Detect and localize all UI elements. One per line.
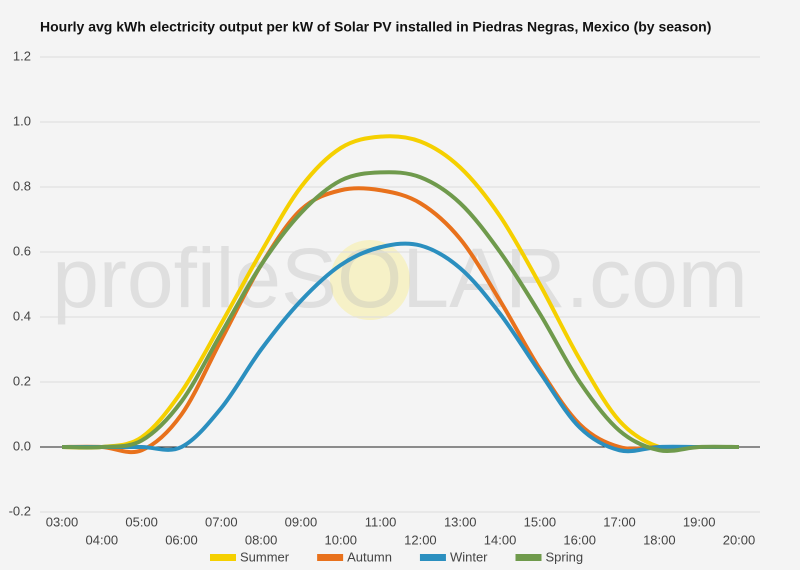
y-tick-label: -0.2 (9, 503, 31, 518)
x-tick-label: 05:00 (125, 514, 158, 529)
series-line (61, 170, 740, 453)
legend-label: Winter (450, 549, 488, 564)
series-line (61, 134, 739, 451)
x-tick-label: 09:00 (285, 514, 318, 529)
legend-swatch (419, 554, 446, 561)
legend-swatch (317, 554, 344, 561)
y-tick-label: 1.0 (13, 113, 31, 128)
legend-swatch (210, 554, 236, 561)
y-tick-label: 0.2 (13, 373, 31, 388)
x-tick-label: 15:00 (524, 514, 557, 529)
x-tick-label: 14:00 (484, 532, 517, 547)
legend-label: Spring (546, 549, 584, 564)
x-tick-label: 19:00 (683, 514, 716, 529)
y-tick-label: 0.8 (13, 178, 31, 193)
series-line (62, 241, 739, 454)
x-tick-label: 11:00 (365, 514, 397, 529)
y-tick-label: 0.0 (13, 438, 31, 453)
x-tick-label: 04:00 (86, 532, 119, 547)
x-tick-label: 18:00 (643, 532, 676, 547)
x-tick-label: 08:00 (245, 532, 278, 547)
y-tick-label: 0.6 (13, 243, 31, 258)
x-tick-label: 07:00 (205, 514, 238, 529)
x-tick-label: 03:00 (46, 514, 79, 529)
series-line (61, 186, 739, 455)
x-tick-label: 16:00 (563, 532, 596, 547)
chart-title: Hourly avg kWh electricity output per kW… (40, 19, 711, 35)
y-tick-label: 1.2 (13, 48, 31, 63)
x-tick-label: 13:00 (444, 514, 477, 529)
x-tick-label: 06:00 (165, 532, 198, 547)
watermark: profileSOLAR.com (52, 231, 748, 325)
x-tick-label: 12:00 (404, 532, 437, 547)
legend-swatch (515, 554, 542, 561)
legend-label: Autumn (347, 549, 392, 564)
x-tick-label: 17:00 (603, 514, 636, 529)
x-tick-label: 10:00 (324, 532, 357, 547)
y-tick-label: 0.4 (13, 308, 31, 323)
legend-label: Summer (240, 549, 290, 564)
x-tick-label: 20:00 (723, 532, 756, 547)
